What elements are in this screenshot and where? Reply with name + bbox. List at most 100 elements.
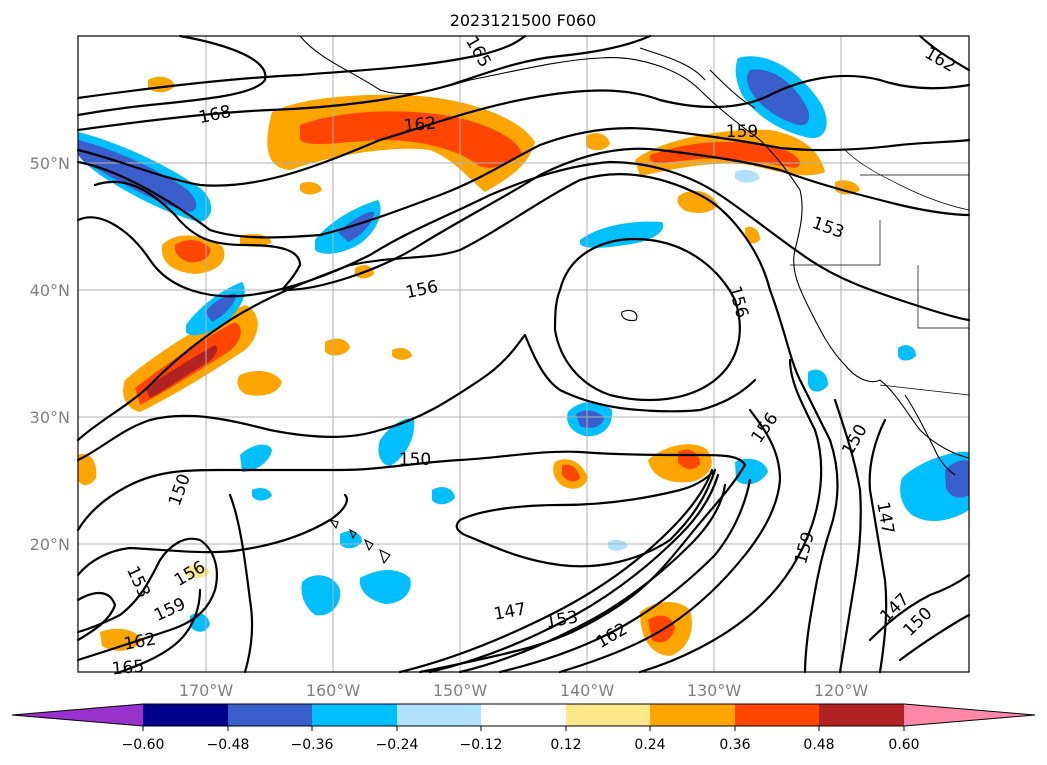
shade-negative <box>735 458 768 485</box>
contour-line <box>918 34 971 72</box>
shade-positive <box>100 628 142 651</box>
small-closed-contour <box>621 309 638 322</box>
colorbar-tick-label: 0.48 <box>803 737 834 753</box>
shade-positive <box>562 464 580 482</box>
colorbar-tick-label: 0.24 <box>634 737 665 753</box>
colorbar-tick-label: −0.36 <box>291 737 334 753</box>
contour-line <box>76 34 652 132</box>
lon-label: 130°W <box>687 681 742 700</box>
lon-label: 160°W <box>306 681 361 700</box>
contour-line <box>558 408 782 674</box>
contour-line <box>638 358 823 674</box>
latitude-labels: 50°N 40°N 30°N 20°N <box>30 154 70 554</box>
contour-line <box>833 398 862 674</box>
shade-positive <box>185 564 210 579</box>
coastline-north-america <box>299 35 970 459</box>
shade-negative <box>205 293 236 322</box>
shade-positive <box>300 111 522 168</box>
shade-positive <box>78 453 97 485</box>
colorbar-ticks <box>142 726 905 731</box>
graticule <box>78 36 969 672</box>
contour-line <box>93 147 971 292</box>
coastlines <box>299 35 970 565</box>
shade-positive <box>237 370 282 396</box>
shade-negative <box>378 418 415 466</box>
colorbar: −0.60 −0.48 −0.36 −0.24 −0.12 0.12 0.24 … <box>11 703 1036 753</box>
coastline-alaska-panhandle <box>639 47 756 109</box>
longitude-labels: 170°W 160°W 150°W 140°W 130°W 120°W <box>179 681 869 700</box>
contour-line <box>76 74 971 187</box>
contour-closed-high <box>553 238 741 402</box>
contour-line <box>458 483 727 674</box>
contour-line <box>76 127 971 239</box>
contour-line <box>76 34 527 100</box>
contour-label: 162 <box>403 114 437 137</box>
shade-negative <box>240 444 272 472</box>
shade-negative <box>945 460 969 498</box>
colorbar-segment <box>819 704 904 726</box>
contour-line <box>76 173 839 674</box>
lat-label: 30°N <box>30 408 70 427</box>
contour-line <box>868 573 971 642</box>
border-coast-mountains <box>844 149 970 211</box>
shade-positive <box>300 182 322 195</box>
contour-label: 159 <box>726 122 758 142</box>
height-contours <box>76 34 971 674</box>
colorbar-tick-label: −0.48 <box>207 737 250 753</box>
shade-negative <box>735 170 760 183</box>
lon-label: 150°W <box>433 681 488 700</box>
shade-positive <box>145 345 217 398</box>
contour-line <box>76 592 117 642</box>
colorbar-tick-label: 0.12 <box>550 737 581 753</box>
border-us-mexico <box>879 384 970 396</box>
shade-negative <box>608 539 628 551</box>
shade-positive <box>648 615 675 643</box>
contour-line <box>76 34 267 117</box>
colorbar-tick-label: −0.12 <box>460 737 503 753</box>
map-panel: 165 162 168 162 159 153 156 156 150 150 … <box>76 33 971 680</box>
colorbar-segment <box>735 704 819 726</box>
shade-negative <box>580 221 664 248</box>
contour-label: 165 <box>111 657 145 680</box>
colorbar-segment <box>566 704 650 726</box>
contour-label: 150 <box>399 450 431 470</box>
shade-negative <box>359 570 411 604</box>
shade-negative <box>301 575 341 616</box>
contour-line <box>76 160 971 322</box>
contour-line <box>76 537 218 662</box>
contour-line <box>398 468 714 674</box>
contour-line <box>898 613 971 662</box>
colorbar-segment <box>228 704 312 726</box>
shade-positive <box>325 338 350 356</box>
colorbar-segment <box>312 704 397 726</box>
lat-label: 40°N <box>30 281 70 300</box>
colorbar-segment <box>143 704 228 726</box>
shade-positive <box>745 226 760 244</box>
shade-negative <box>252 488 272 501</box>
contour-line <box>498 478 752 674</box>
contour-line <box>118 588 202 674</box>
shade-positive <box>677 190 718 213</box>
border-states <box>790 220 969 329</box>
lon-label: 140°W <box>560 681 615 700</box>
lon-label: 170°W <box>179 681 234 700</box>
colorbar-tick-label: 0.36 <box>719 737 750 753</box>
shade-negative <box>576 410 604 428</box>
figure-title: 2023121500 F060 <box>450 11 597 30</box>
colorbar-extend-min <box>12 704 143 726</box>
contour-line <box>76 493 348 674</box>
colorbar-segment <box>650 704 735 726</box>
colorbar-segment <box>481 704 566 726</box>
shade-negative <box>808 369 828 392</box>
contour-line <box>76 333 757 462</box>
shade-positive <box>586 133 610 151</box>
shade-negative <box>338 211 374 242</box>
colorbar-extend-max <box>904 704 1035 726</box>
contour-closed-low <box>455 468 717 568</box>
lon-label: 120°W <box>814 681 869 700</box>
shade-negative <box>898 345 916 361</box>
colorbar-segment <box>397 704 481 726</box>
shade-positive <box>392 348 412 360</box>
colorbar-tick-label: −0.24 <box>376 737 419 753</box>
